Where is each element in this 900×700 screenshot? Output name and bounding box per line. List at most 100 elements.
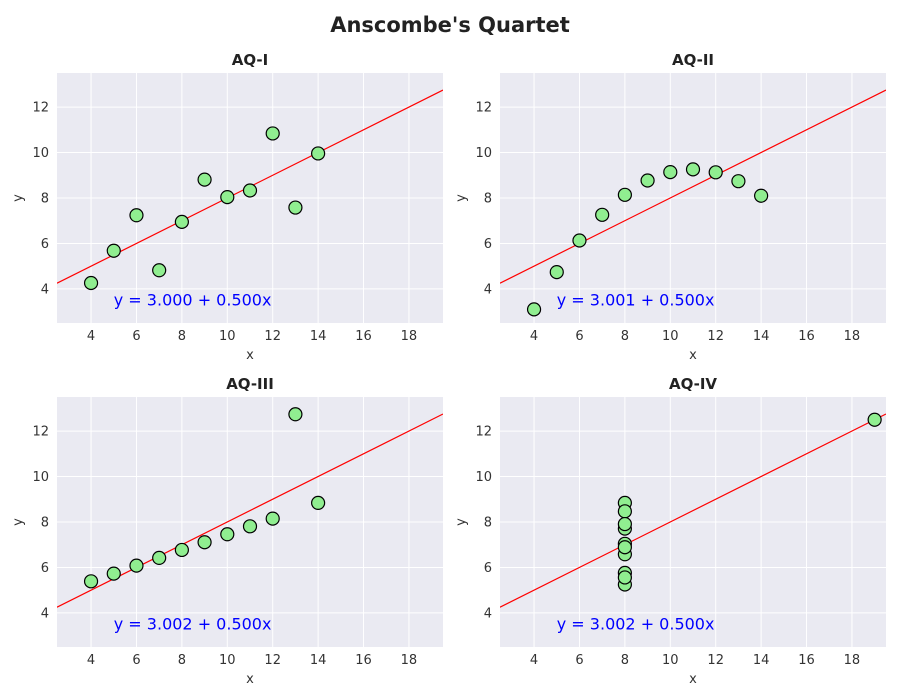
y-tick-label: 8 [484, 192, 492, 207]
x-tick-label: 14 [753, 653, 770, 668]
data-point [708, 165, 723, 180]
x-tick-label: 12 [707, 329, 724, 344]
x-axis-label: x [246, 348, 254, 363]
data-point [174, 542, 189, 558]
data-point [572, 233, 587, 248]
x-tick-label: 12 [707, 653, 724, 668]
x-tick-label: 8 [621, 329, 629, 344]
data-point [685, 162, 701, 177]
x-tick-label: 10 [219, 329, 236, 344]
panel-title: AQ-III [226, 375, 274, 393]
x-tick-label: 18 [401, 653, 418, 668]
data-point [549, 264, 564, 280]
y-tick-label: 8 [41, 192, 49, 207]
figure-title: Anscombe's Quartet [330, 13, 570, 37]
data-point [617, 570, 632, 585]
regression-line [500, 89, 886, 284]
y-axis-label: y [454, 518, 469, 526]
x-tick-label: 4 [530, 653, 538, 668]
data-point [288, 200, 303, 215]
y-tick-label: 10 [475, 470, 492, 485]
panel-3: 4 6 8 10 12 14 16 18 4 6 8 10 12 y = 3.002 + 0.500x AQ… [11, 375, 443, 687]
x-tick-label: 14 [310, 653, 327, 668]
y-tick-label: 12 [32, 425, 49, 440]
data-point [106, 243, 121, 258]
data-point [242, 519, 258, 534]
panel-2: 4 6 8 10 12 14 16 18 4 6 8 10 12 y = 3.001 + 0.500x AQ… [454, 51, 886, 363]
x-tick-label: 10 [219, 653, 236, 668]
x-tick-label: 6 [132, 653, 140, 668]
equation-label: y = 3.002 + 0.500x [557, 614, 715, 633]
x-tick-label: 14 [310, 329, 327, 344]
equation-label: y = 3.002 + 0.500x [114, 614, 272, 633]
x-tick-label: 4 [87, 653, 95, 668]
data-point [617, 540, 632, 555]
y-tick-label: 8 [484, 516, 492, 531]
regression-line [57, 413, 443, 608]
data-point [220, 189, 235, 205]
equation-label: y = 3.001 + 0.500x [557, 290, 715, 309]
x-tick-label: 6 [575, 653, 583, 668]
x-axis-label: x [689, 348, 697, 363]
data-point [663, 164, 678, 180]
y-axis-label: y [11, 518, 26, 526]
y-tick-label: 10 [32, 470, 49, 485]
data-point [617, 516, 632, 532]
data-point [106, 566, 121, 581]
data-point [83, 574, 99, 589]
data-point [242, 183, 258, 198]
x-tick-label: 16 [355, 653, 372, 668]
x-tick-label: 14 [753, 329, 770, 344]
data-point [129, 558, 144, 573]
x-axis-label: x [689, 672, 697, 687]
data-point [288, 407, 303, 422]
panel-title: AQ-I [232, 51, 268, 69]
panel-title: AQ-II [672, 51, 714, 69]
data-point [311, 495, 326, 511]
x-tick-label: 6 [575, 329, 583, 344]
y-tick-label: 4 [41, 282, 49, 297]
x-tick-label: 6 [132, 329, 140, 344]
y-axis-label: y [454, 194, 469, 202]
x-tick-label: 16 [798, 329, 815, 344]
y-tick-label: 12 [475, 425, 492, 440]
data-point [174, 214, 189, 229]
y-tick-label: 4 [484, 282, 492, 297]
equation-label: y = 3.000 + 0.500x [114, 290, 272, 309]
data-point [526, 302, 542, 317]
data-point [595, 207, 610, 222]
data-point [152, 263, 167, 278]
x-tick-label: 18 [401, 329, 418, 344]
y-tick-label: 4 [41, 606, 49, 621]
y-tick-label: 12 [32, 101, 49, 116]
data-point [640, 173, 655, 188]
x-tick-label: 10 [662, 329, 679, 344]
data-point [265, 511, 280, 526]
x-tick-label: 4 [530, 329, 538, 344]
y-tick-label: 10 [475, 146, 492, 161]
x-tick-label: 4 [87, 329, 95, 344]
x-tick-label: 18 [844, 653, 861, 668]
data-point [617, 187, 632, 202]
panel-4: 4 6 8 10 12 14 16 18 4 6 8 10 12 y = 3.002 + 0.500x AQ… [454, 375, 886, 687]
y-tick-label: 6 [41, 561, 49, 576]
x-tick-label: 18 [844, 329, 861, 344]
x-tick-label: 16 [355, 329, 372, 344]
y-tick-label: 4 [484, 606, 492, 621]
data-point [311, 146, 326, 161]
data-point [731, 174, 746, 189]
data-point [129, 208, 144, 223]
x-tick-label: 12 [264, 653, 281, 668]
y-tick-label: 6 [41, 237, 49, 252]
x-tick-label: 12 [264, 329, 281, 344]
data-point [617, 504, 632, 519]
y-tick-label: 6 [484, 237, 492, 252]
y-tick-label: 10 [32, 146, 49, 161]
x-axis-label: x [246, 672, 254, 687]
data-point [83, 275, 99, 291]
data-point [867, 412, 882, 427]
y-tick-label: 6 [484, 561, 492, 576]
regression-line [500, 413, 886, 608]
data-point [197, 535, 212, 550]
